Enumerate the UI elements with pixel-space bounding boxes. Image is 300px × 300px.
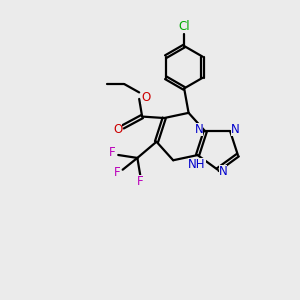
Text: O: O: [113, 123, 122, 136]
Text: F: F: [114, 166, 121, 179]
Text: F: F: [137, 175, 144, 188]
Text: N: N: [231, 123, 240, 136]
Text: N: N: [219, 165, 227, 178]
Text: NH: NH: [188, 158, 206, 171]
Text: O: O: [141, 91, 150, 104]
Text: Cl: Cl: [178, 20, 190, 33]
Text: N: N: [194, 122, 203, 136]
Text: F: F: [109, 146, 116, 158]
